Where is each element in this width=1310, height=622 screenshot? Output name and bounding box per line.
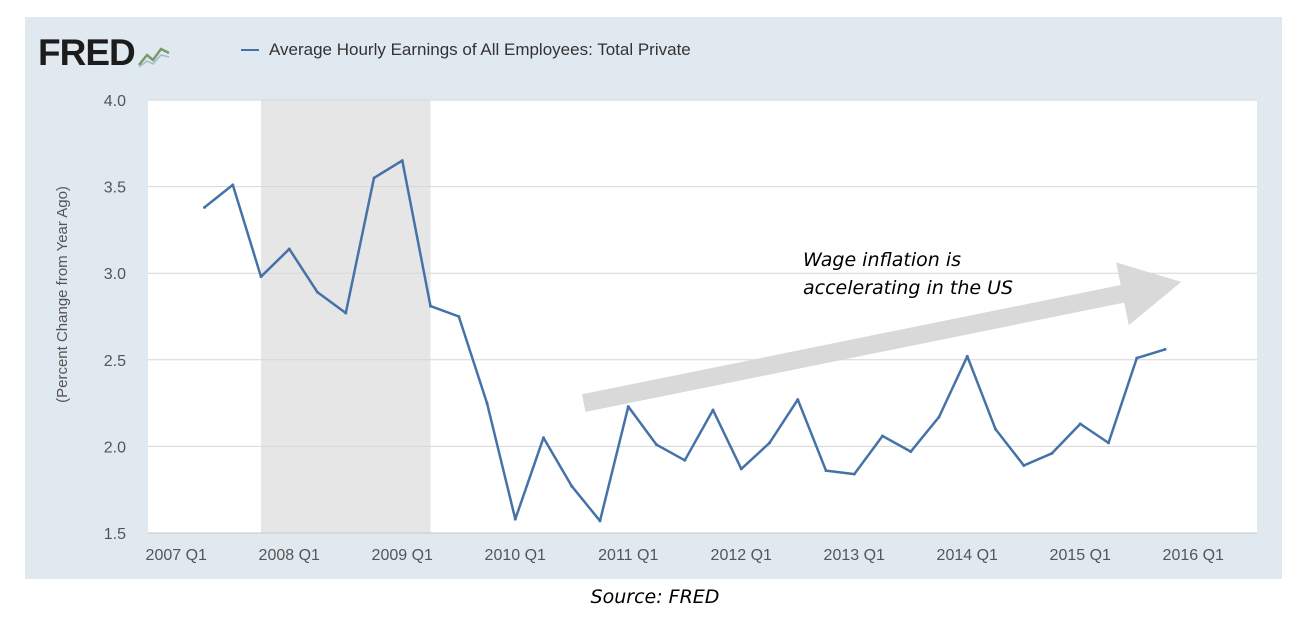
data-point: [316, 290, 319, 294]
data-point: [344, 311, 348, 315]
chart-legend: Average Hourly Earnings of All Employees…: [241, 40, 691, 60]
data-point: [429, 304, 432, 308]
data-point: [1107, 441, 1110, 445]
fred-logo-text: FRED: [38, 32, 136, 73]
legend-label: Average Hourly Earnings of All Employees…: [269, 40, 691, 59]
data-point: [400, 159, 404, 163]
data-point: [1135, 356, 1139, 360]
data-point: [909, 450, 913, 454]
data-point: [372, 176, 376, 180]
data-point: [1163, 347, 1167, 351]
data-point: [768, 441, 771, 445]
data-point: [1022, 463, 1026, 467]
data-point: [852, 472, 856, 476]
data-point: [259, 275, 263, 279]
x-tick-label: 2014 Q1: [937, 547, 998, 564]
data-point: [655, 443, 658, 447]
annotation-line-2: accelerating in the US: [803, 277, 1014, 299]
x-tick-label: 2010 Q1: [485, 547, 546, 564]
data-point: [1078, 422, 1082, 426]
chart-annotation: Wage inflation is accelerating in the US: [803, 246, 1013, 302]
data-point: [881, 434, 884, 438]
source-caption: Source: FRED: [590, 586, 720, 608]
data-point: [683, 458, 687, 462]
data-point: [994, 427, 997, 431]
data-point: [824, 469, 828, 473]
x-tick-label: 2007 Q1: [146, 547, 207, 564]
fred-graph-icon: [137, 47, 170, 68]
x-tick-label: 2008 Q1: [259, 547, 320, 564]
y-tick-label: 4.0: [104, 93, 126, 110]
data-point: [513, 517, 517, 521]
data-point: [457, 315, 461, 318]
y-tick-label: 2.5: [104, 353, 126, 370]
x-tick-label: 2012 Q1: [711, 547, 772, 564]
trend-arrow: [582, 262, 1182, 412]
annotation-line-1: Wage inflation is: [803, 249, 962, 271]
data-point: [739, 467, 743, 471]
data-point: [231, 183, 235, 187]
data-point: [485, 401, 489, 405]
data-point: [287, 247, 291, 251]
data-point: [598, 519, 602, 523]
data-point: [626, 405, 630, 409]
x-tick-label: 2013 Q1: [824, 547, 885, 564]
y-axis-label: (Percent Change from Year Ago): [54, 186, 71, 403]
data-point: [1050, 451, 1054, 455]
data-point: [937, 415, 941, 419]
data-point: [542, 436, 545, 440]
chart-svg: 4.0 3.5 3.0 2.5 2.0 1.5 2007 Q1 2008 Q1 2009 Q1 2…: [54, 93, 1257, 564]
y-tick-label: 2.0: [104, 439, 126, 456]
fred-logo: FRED: [38, 34, 171, 71]
data-point: [203, 205, 206, 209]
x-tick-label: 2016 Q1: [1163, 547, 1224, 564]
data-point: [711, 408, 715, 412]
x-tick-label: 2009 Q1: [372, 547, 433, 564]
y-tick-label: 1.5: [104, 526, 126, 543]
data-point: [796, 398, 800, 402]
x-tick-label: 2011 Q1: [598, 547, 658, 564]
data-point: [965, 354, 969, 358]
x-tick-label: 2015 Q1: [1050, 547, 1111, 564]
y-tick-label: 3.5: [104, 180, 126, 197]
recession-shading: [261, 100, 431, 533]
legend-swatch: [241, 49, 259, 51]
y-tick-label: 3.0: [104, 266, 126, 283]
chart-frame: 4.0 3.5 3.0 2.5 2.0 1.5 2007 Q1 2008 Q1 2009 Q1 2…: [25, 17, 1282, 579]
data-point: [570, 484, 574, 488]
